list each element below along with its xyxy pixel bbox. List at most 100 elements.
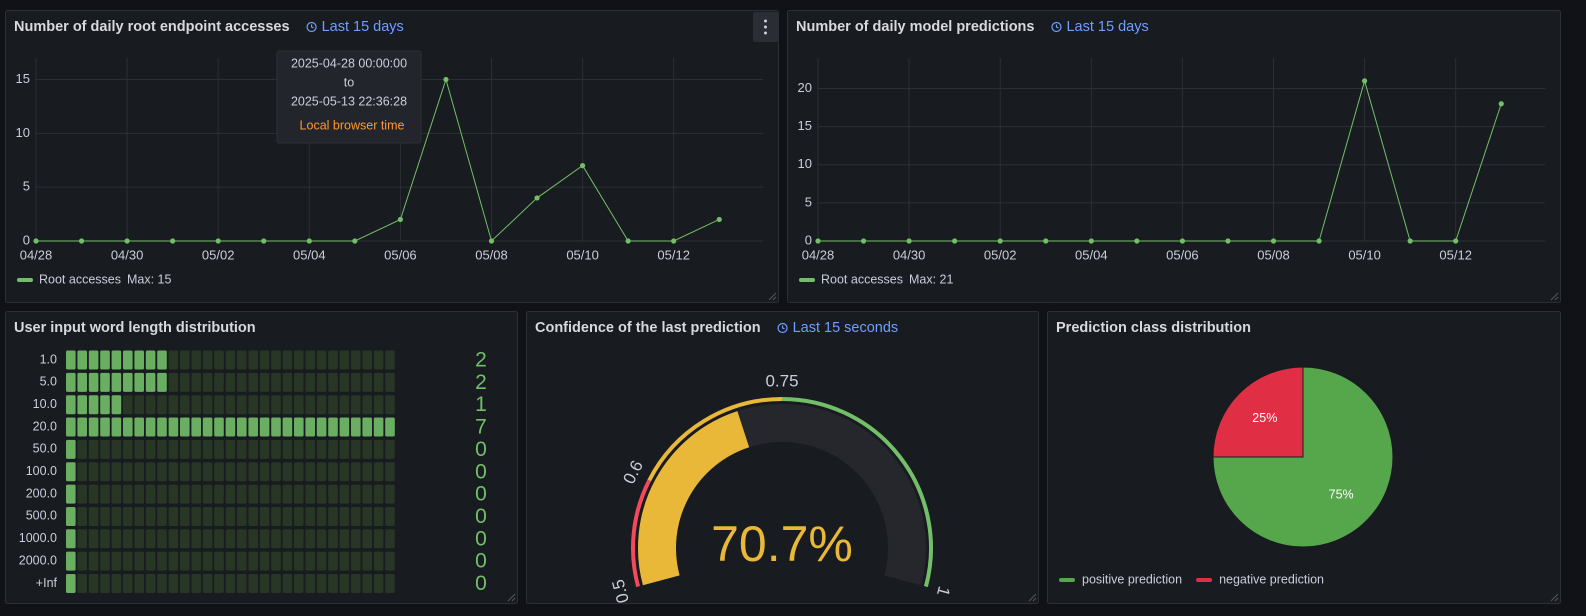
bar-cell-empty (225, 439, 236, 459)
bar-cell-empty (294, 395, 304, 415)
row-value: 7 (475, 416, 487, 439)
bar-cell-empty (271, 551, 281, 571)
legend-label: Root accesses (821, 272, 903, 286)
resize-handle[interactable] (768, 292, 777, 301)
bar-cell-empty (123, 551, 133, 571)
bar-cell-empty (259, 574, 270, 593)
bar-cell-empty (305, 484, 315, 504)
bar-cell-empty (202, 439, 213, 459)
bar-cell-empty (316, 484, 327, 504)
bar-cell-empty (145, 484, 156, 504)
bar-cell-lit (100, 350, 110, 370)
bar-cell-lit (123, 350, 133, 370)
bar-cell-lit (66, 506, 76, 526)
bar-cell-lit (271, 417, 281, 437)
row-value: 0 (475, 505, 487, 528)
bar-cell-empty (202, 529, 213, 549)
data-point (1270, 238, 1277, 244)
bar-cell-empty (328, 551, 338, 571)
bar-cell-empty (248, 574, 258, 593)
bar-cell-empty (339, 439, 350, 459)
bar-cell-lit (145, 417, 156, 437)
row-label: 2000.0 (19, 553, 57, 567)
tooltip-timezone: Local browser time (300, 118, 405, 132)
bar-cell-lit (66, 372, 76, 392)
bar-cell-lit (237, 417, 247, 437)
bar-cell-lit (123, 417, 133, 437)
x-tick-label: 04/30 (111, 247, 144, 262)
bar-cell-empty (351, 439, 361, 459)
bar-cell-empty (180, 372, 190, 392)
bar-cell-empty (168, 574, 179, 593)
row-label: 500.0 (26, 509, 57, 523)
bar-cell-empty (362, 529, 372, 549)
resize-handle[interactable] (1550, 292, 1559, 301)
resize-handle[interactable] (1550, 593, 1559, 602)
bar-cell-lit (88, 395, 99, 415)
bar-cell-empty (100, 551, 110, 571)
legend-label: Root accesses (39, 272, 121, 286)
data-point (1043, 238, 1049, 244)
bar-cell-empty (328, 484, 338, 504)
time-range[interactable]: Last 15 days (322, 19, 404, 35)
bar-cell-lit (66, 529, 76, 549)
row-label: 200.0 (26, 486, 57, 500)
bar-cell-empty (100, 506, 110, 526)
bar-cell-lit (88, 372, 99, 392)
bar-cell-empty (316, 439, 327, 459)
bar-cell-empty (88, 551, 99, 571)
resize-handle[interactable] (1028, 593, 1037, 602)
row-value: 0 (475, 460, 487, 483)
bar-cell-empty (134, 574, 144, 593)
row-value: 0 (475, 438, 487, 461)
tooltip-to: 2025-05-13 22:36:28 (291, 94, 407, 108)
bar-cell-empty (191, 484, 201, 504)
row-label: 10.0 (33, 397, 57, 411)
bar-cell-empty (362, 395, 372, 415)
bar-cell-empty (77, 484, 87, 504)
bar-cell-lit (111, 417, 122, 437)
bar-cell-empty (237, 350, 247, 370)
row-value: 0 (475, 550, 487, 573)
bar-cell-empty (168, 551, 179, 571)
panel (5, 10, 779, 303)
bar-cell-empty (214, 395, 224, 415)
bar-cell-empty (316, 350, 327, 370)
bar-cell-empty (316, 574, 327, 593)
bar-cell-lit (111, 372, 122, 392)
bar-cell-empty (214, 462, 224, 482)
time-range[interactable]: Last 15 days (1066, 19, 1148, 35)
bar-cell-empty (157, 506, 167, 526)
data-point (352, 238, 358, 244)
bar-cell-empty (202, 372, 213, 392)
bar-cell-empty (123, 506, 133, 526)
bar-cell-empty (351, 506, 361, 526)
bar-cell-empty (111, 462, 122, 482)
row-value: 2 (475, 349, 487, 372)
bar-cell-empty (237, 529, 247, 549)
panel-title: Confidence of the last prediction (535, 320, 761, 336)
bar-cell-empty (77, 462, 87, 482)
bar-cell-empty (385, 395, 395, 415)
bar-cell-empty (305, 529, 315, 549)
bar-cell-empty (214, 439, 224, 459)
bar-cell-lit (145, 372, 156, 392)
bar-cell-empty (225, 372, 236, 392)
bar-cell-lit (111, 395, 122, 415)
bar-cell-empty (362, 350, 372, 370)
bar-cell-empty (202, 462, 213, 482)
bar-cell-empty (77, 551, 87, 571)
resize-handle[interactable] (507, 593, 516, 602)
panel-title: Number of daily model predictions (796, 19, 1034, 35)
bar-cell-empty (259, 395, 270, 415)
bar-cell-empty (294, 484, 304, 504)
bar-cell-empty (328, 350, 338, 370)
bar-cell-empty (111, 439, 122, 459)
bar-cell-empty (237, 439, 247, 459)
bar-cell-empty (259, 506, 270, 526)
bar-cell-empty (214, 350, 224, 370)
time-range[interactable]: Last 15 seconds (793, 320, 899, 336)
bar-cell-empty (339, 462, 350, 482)
